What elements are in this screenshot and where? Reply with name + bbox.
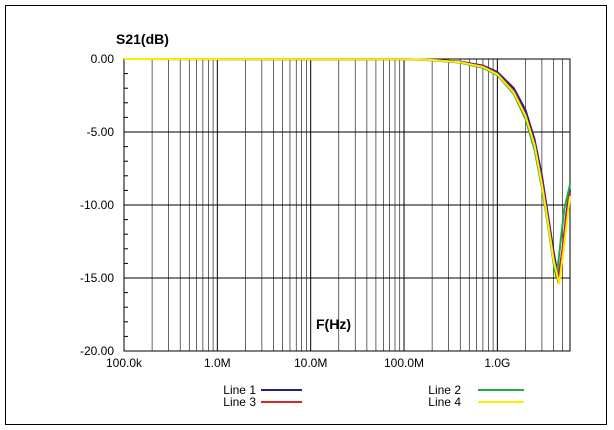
x-tick-labels: 100.0k 1.0M 10.0M 100.0M 1.0G <box>106 356 510 370</box>
legend-label-line-2: Line 2 <box>428 383 461 397</box>
y-tick-label: 0.00 <box>91 52 115 66</box>
legend-label-line-3: Line 3 <box>223 395 256 409</box>
series-line-line-3 <box>123 58 571 284</box>
series-line-line-4 <box>123 58 571 285</box>
x-tick-label: 100.0k <box>106 356 143 370</box>
x-tick-label: 10.0M <box>294 356 327 370</box>
y-tick-label: -5.00 <box>87 125 115 139</box>
series-line-line-1 <box>123 58 571 279</box>
x-tick-label: 1.0G <box>484 356 510 370</box>
chart-frame: 0.00 -5.00 -10.00 -15.00 -20.00 100.0k 1.0M 10… <box>5 5 607 425</box>
x-tick-label: 100.0M <box>384 356 424 370</box>
legend-label-line-4: Line 4 <box>428 395 461 409</box>
legend: Line 1 Line 2 Line 3 Line 4 <box>223 383 524 409</box>
x-axis-label: F(Hz) <box>316 316 351 332</box>
y-minor-ticks <box>124 58 128 352</box>
major-gridlines <box>123 58 570 352</box>
s21-chart: 0.00-5.00-10.00-15.00-20.00 100.0k 1.0M 10… <box>80 31 571 409</box>
x-tick-label: 1.0M <box>204 356 231 370</box>
y-tick-labels: 0.00 -5.00 -10.00 -15.00 -20.00 <box>80 52 114 358</box>
y-tick-label: -10.00 <box>80 198 114 212</box>
series-line-line-2 <box>123 58 571 279</box>
series-lines <box>123 58 571 285</box>
y-tick-label: -20.00 <box>80 344 114 358</box>
y-axis-label: S21(dB) <box>116 31 169 47</box>
legend-label-line-1: Line 1 <box>223 383 256 397</box>
y-tick-label: -15.00 <box>80 271 114 285</box>
